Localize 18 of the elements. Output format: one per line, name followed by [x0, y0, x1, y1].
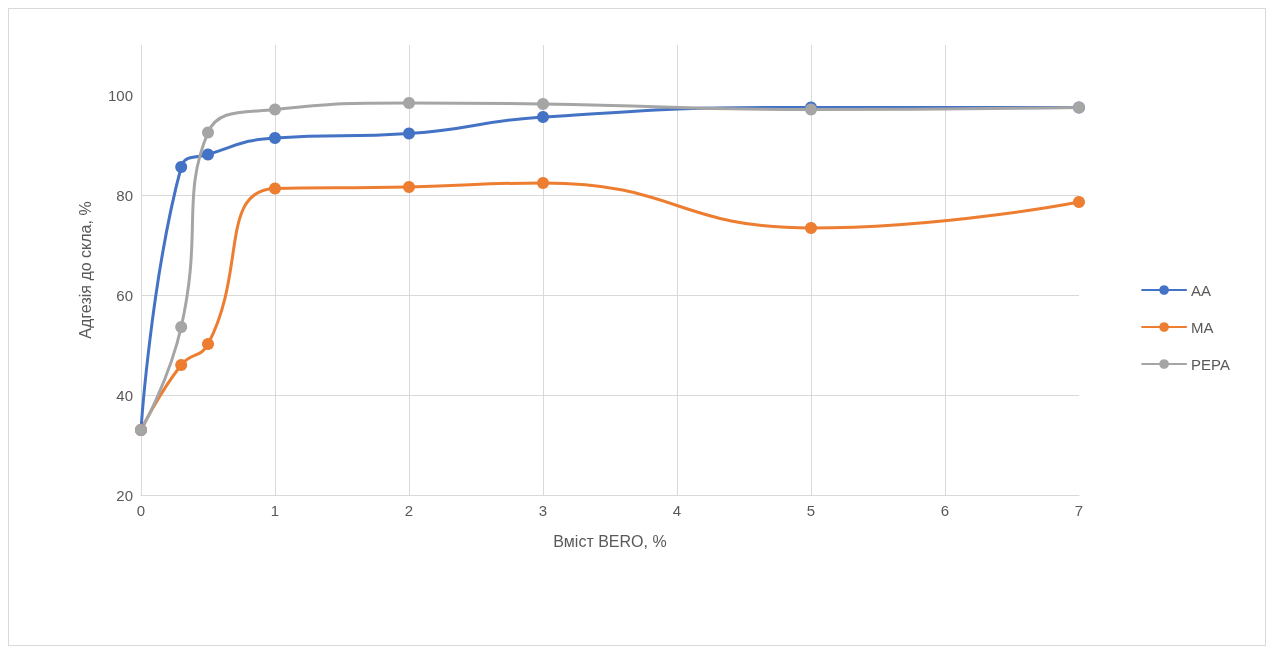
y-tick-label: 100 — [107, 86, 133, 104]
y-tick-label: 40 — [116, 386, 133, 404]
legend-label: MA — [1191, 318, 1214, 336]
y-tick-label: 60 — [116, 286, 133, 304]
x-tick-label: 5 — [806, 502, 816, 519]
x-axis-title: Вміст BERO, % — [553, 532, 667, 550]
legend-label: AA — [1191, 281, 1212, 299]
x-tick-label: 0 — [136, 502, 146, 519]
legend-label: PEPA — [1191, 355, 1230, 373]
x-tick-label: 2 — [404, 502, 414, 519]
x-tick-label: 3 — [538, 502, 548, 519]
x-tick-label: 4 — [672, 502, 682, 519]
y-axis-title: Адгезія до скла, % — [76, 201, 94, 339]
x-tick-label: 7 — [1074, 502, 1084, 519]
x-tick-label: 1 — [270, 502, 280, 519]
y-tick-label: 80 — [116, 186, 133, 204]
x-tick-label: 6 — [940, 502, 950, 519]
y-tick-label: 20 — [116, 486, 133, 504]
